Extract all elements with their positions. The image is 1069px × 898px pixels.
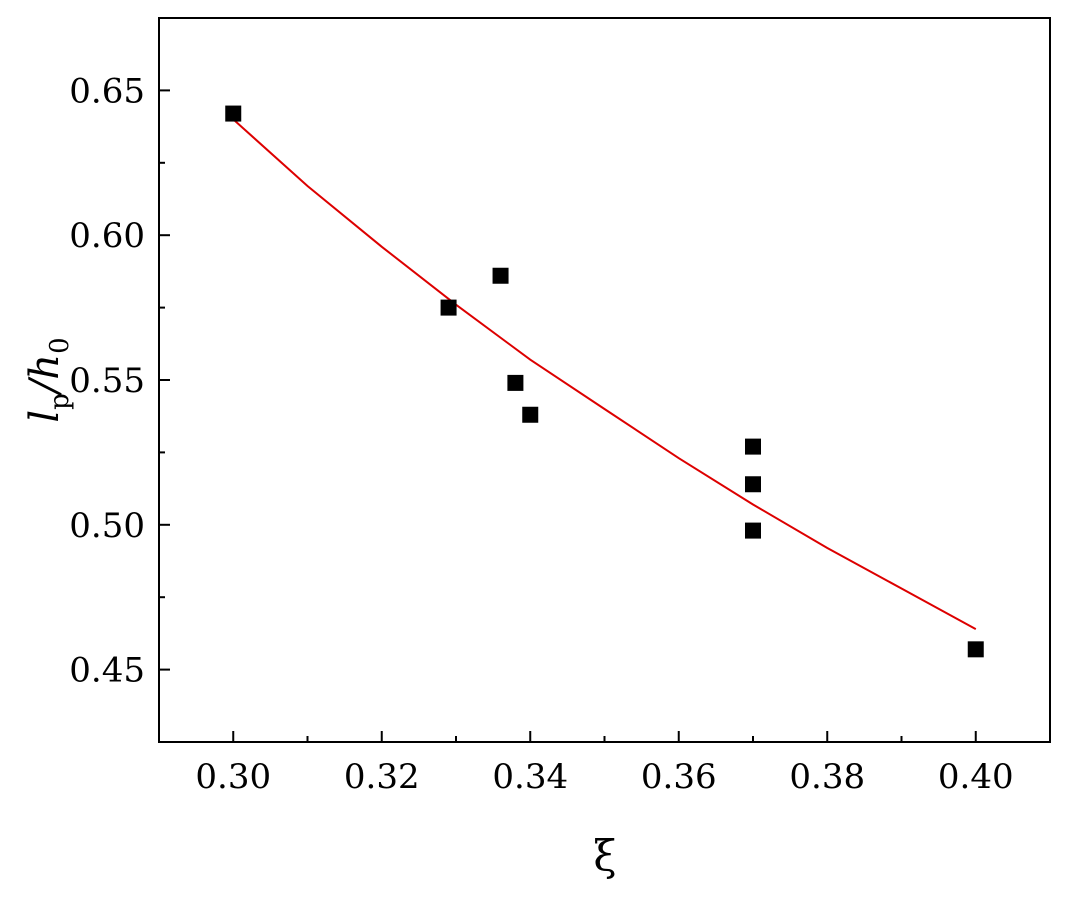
svg-text:lp/h0: lp/h0 xyxy=(22,337,75,422)
y-tick-label: 0.50 xyxy=(69,506,145,546)
x-tick-label: 0.34 xyxy=(492,757,568,797)
y-axis-title-sub: p xyxy=(45,393,75,410)
data-points-layer xyxy=(225,105,984,658)
y-tick-label: 0.45 xyxy=(69,651,145,691)
data-point xyxy=(522,406,539,423)
x-tick-label: 0.30 xyxy=(195,757,271,797)
y-tick-label: 0.60 xyxy=(69,216,145,256)
plot-frame xyxy=(158,17,1051,743)
y-axis-title-mid: /h xyxy=(22,354,68,397)
x-axis-title: ξ xyxy=(593,831,616,880)
y-axis-title-base: l xyxy=(22,410,68,423)
data-point xyxy=(492,267,509,284)
data-point xyxy=(507,374,524,391)
y-axis-title: lp/h0 xyxy=(22,337,75,422)
y-tick-label: 0.65 xyxy=(69,71,145,111)
fit-curve-layer xyxy=(232,118,977,630)
fit-curve xyxy=(232,118,977,630)
data-point xyxy=(745,438,761,455)
x-tick-label: 0.40 xyxy=(938,757,1014,797)
data-point xyxy=(745,476,761,493)
x-tick-label: 0.38 xyxy=(789,757,865,797)
data-point xyxy=(440,299,457,316)
data-point xyxy=(967,641,984,658)
y-tick-label: 0.55 xyxy=(69,361,145,401)
data-point xyxy=(225,105,242,122)
y-axis-title-sub2: 0 xyxy=(45,337,75,354)
data-point xyxy=(745,522,761,539)
ticks-layer: 0.30 0.32 0.34 0.36 0.38 0.40 0.45 0.50 0.55 0.60… xyxy=(69,71,1013,797)
x-tick-label: 0.36 xyxy=(641,757,717,797)
x-tick-label: 0.32 xyxy=(344,757,420,797)
